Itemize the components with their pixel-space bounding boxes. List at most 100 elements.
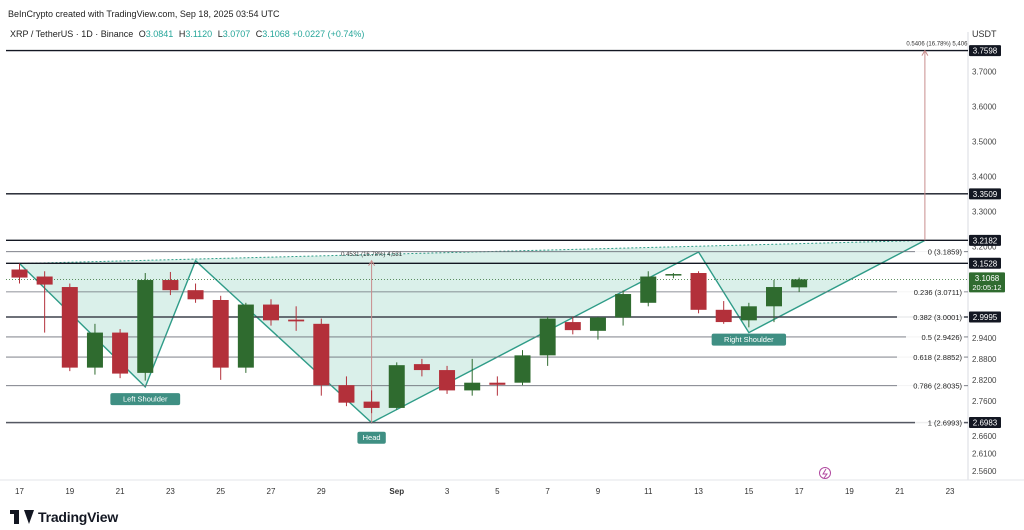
- price-tick-label: 2.6100: [972, 449, 997, 458]
- candle-body: [187, 290, 204, 300]
- time-tick-label: 9: [596, 487, 601, 496]
- level-price-tag: 3.7598: [969, 45, 1001, 57]
- time-tick-label: 23: [166, 487, 175, 496]
- candle-body: [212, 299, 229, 368]
- candle-body: [715, 309, 732, 323]
- level-price-tag-text: 3.7598: [973, 47, 998, 56]
- candle-body: [539, 318, 556, 356]
- event-icon-ring: [819, 467, 831, 479]
- annotation-box: [357, 431, 386, 444]
- time-tick-label: 5: [495, 487, 500, 496]
- time-tick-label: 21: [116, 487, 125, 496]
- candle-body: [237, 304, 254, 368]
- candle-body: [439, 370, 456, 391]
- candle-body: [86, 332, 103, 368]
- level-price-tag: 2.6983: [969, 417, 1001, 429]
- currency-label: USDT: [972, 29, 997, 39]
- fib-label-bg: [897, 311, 964, 322]
- price-tick-label: 2.7600: [972, 397, 997, 406]
- price-change: +0.0227 (+0.74%): [292, 29, 365, 39]
- price-tick-label: 2.9400: [972, 334, 997, 343]
- price-tick-label: 3.4000: [972, 173, 997, 182]
- candle-body: [489, 382, 506, 385]
- symbol-name: XRP / TetherUS · 1D · Binance: [10, 29, 134, 39]
- price-tick-label: 3.6000: [972, 103, 997, 112]
- tradingview-wordmark: TradingView: [38, 509, 119, 525]
- candle-body: [388, 365, 405, 408]
- time-tick-label: 21: [895, 487, 904, 496]
- candle-body: [564, 322, 581, 331]
- candle-body: [61, 287, 78, 368]
- candle-body: [263, 304, 279, 321]
- fib-label: 0.5 (2.9426): [922, 333, 963, 342]
- candle-body: [112, 332, 129, 374]
- price-tick-label: 2.5600: [972, 467, 997, 476]
- candle-body: [464, 382, 481, 391]
- pattern-annotation: Right Shoulder: [711, 333, 787, 346]
- price-tick-label: 2.6600: [972, 432, 997, 441]
- candle-body: [665, 274, 682, 276]
- level-price-tag-text: 3.3509: [973, 190, 998, 199]
- level-price-tag-bg: [969, 45, 1001, 57]
- time-tick-label: 17: [795, 487, 804, 496]
- tradingview-logo-icon: [10, 510, 34, 524]
- time-tick-label: 23: [946, 487, 955, 496]
- time-tick-label: 7: [545, 487, 550, 496]
- candle-body: [162, 280, 179, 291]
- ohlc-close-key: C: [255, 29, 263, 39]
- time-tick-label: 29: [317, 487, 326, 496]
- time-tick-label: 27: [267, 487, 276, 496]
- time-tick-label: 25: [216, 487, 225, 496]
- measure-label: 0.4531 (16.78%) 4,531: [341, 252, 403, 258]
- annotation-text: Head: [363, 433, 381, 442]
- level-price-tag-text: 2.9995: [973, 313, 998, 322]
- ohlc-low-value: 3.0707: [222, 29, 251, 39]
- event-lightning-icon: [819, 467, 831, 479]
- fib-label-bg: [897, 286, 964, 297]
- time-tick-label: 13: [694, 487, 703, 496]
- candle-body: [690, 273, 707, 310]
- price-chart[interactable]: 0.4531 (16.78%) 4,531 0.5406 (16.78%) 5,4…: [0, 0, 1024, 510]
- pattern-annotation: Left Shoulder: [110, 393, 181, 406]
- level-price-tag-bg: [969, 311, 1001, 323]
- annotation-box: [711, 333, 787, 346]
- time-tick-label: 11: [644, 487, 653, 496]
- symbol-ohlc-line: XRP / TetherUS · 1D · Binance O3.0841 H3…: [10, 29, 364, 39]
- annotation-text: Right Shoulder: [724, 335, 774, 344]
- price-tick-label: 2.8200: [972, 376, 997, 385]
- fib-label: 0.618 (2.8852): [913, 353, 962, 362]
- candle-body: [766, 287, 782, 307]
- candle-body: [11, 269, 28, 278]
- candle-body: [413, 364, 430, 371]
- fib-label: 0.382 (3.0001): [913, 313, 962, 322]
- level-price-tag: 2.9995: [969, 311, 1001, 323]
- tradingview-logo: TradingView: [10, 509, 118, 525]
- fib-label: 0.236 (3.0711): [914, 288, 963, 297]
- price-tick-label: 3.3000: [972, 208, 997, 217]
- ohlc-open-value: 3.0841: [145, 29, 174, 39]
- level-price-tag-bg: [969, 234, 1001, 246]
- candle-body: [791, 279, 808, 288]
- time-tick-label: 19: [845, 487, 854, 496]
- fib-label-bg: [897, 352, 964, 363]
- fib-label: 1 (2.6993): [928, 419, 963, 428]
- level-price-tag-text: 2.6983: [973, 419, 998, 428]
- time-tick-label: 15: [744, 487, 753, 496]
- price-tick-label: 3.7000: [972, 68, 997, 77]
- last-price-tag-bg: [969, 272, 1005, 293]
- price-tick-label: 3.5000: [972, 138, 997, 147]
- candle-body: [36, 276, 53, 285]
- level-price-tag-text: 3.2182: [973, 236, 998, 245]
- candle-body: [740, 306, 757, 321]
- time-tick-label: 17: [15, 487, 24, 496]
- time-tick-label: 19: [65, 487, 74, 496]
- fib-label-bg: [897, 380, 964, 391]
- level-price-tag-text: 3.1528: [973, 259, 998, 268]
- candle-body: [338, 385, 355, 403]
- level-price-tag-bg: [969, 257, 1001, 269]
- candle-body: [363, 401, 380, 408]
- fib-label-bg: [915, 417, 964, 428]
- level-price-tag: 3.1528: [969, 257, 1001, 269]
- price-tick-label: 3.2000: [972, 243, 997, 252]
- time-tick-label: Sep: [389, 487, 404, 496]
